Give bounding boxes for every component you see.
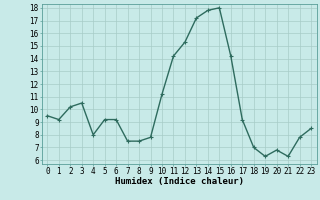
X-axis label: Humidex (Indice chaleur): Humidex (Indice chaleur) xyxy=(115,177,244,186)
